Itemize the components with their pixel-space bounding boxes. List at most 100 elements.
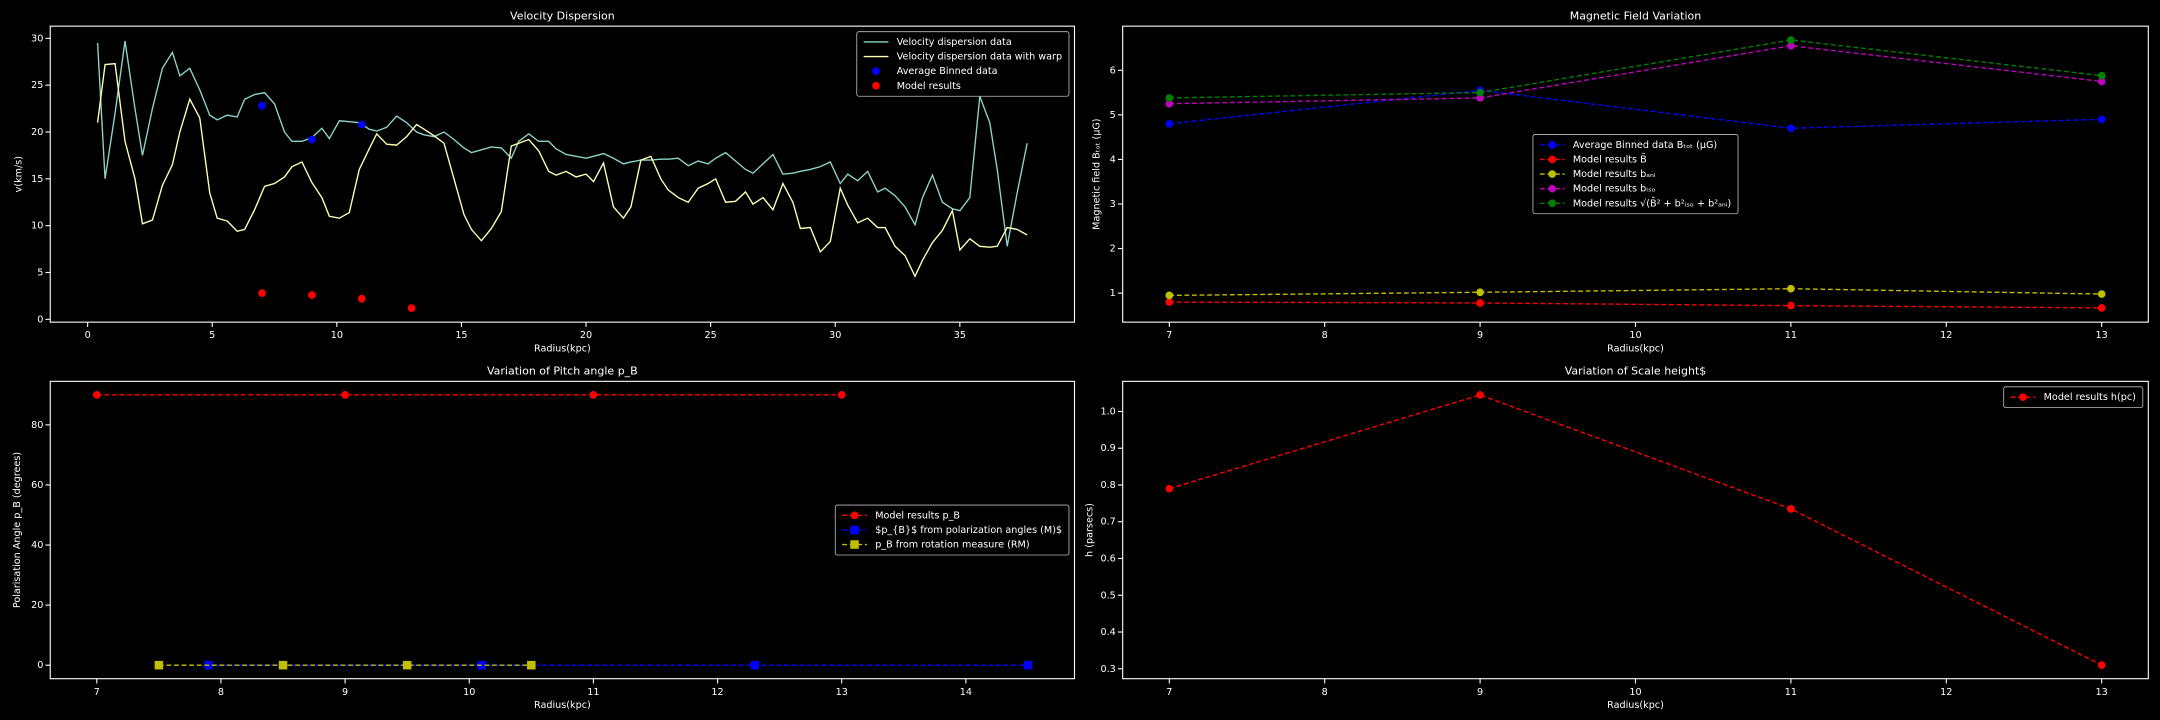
data-point (92, 391, 101, 399)
x-tick-label: 11 (1785, 330, 1797, 341)
y-tick-label: 40 (31, 540, 43, 551)
x-tick-label: 7 (1166, 330, 1172, 341)
y-tick-label: 5 (37, 267, 43, 278)
y-tick-label: 0.8 (1100, 480, 1115, 491)
legend-label: $p_{B}$ from polarization angles (M)$ (875, 525, 1062, 536)
legend-label: Model results bᵢₛₒ (1573, 184, 1656, 195)
legend-marker (872, 67, 880, 76)
y-tick-label: 3 (1110, 199, 1116, 210)
data-point (2097, 290, 2106, 298)
legend-marker (850, 511, 859, 520)
x-tick-label: 12 (1940, 330, 1952, 341)
y-tick-label: 15 (31, 174, 43, 185)
y-tick-label: 0.6 (1100, 554, 1115, 565)
y-axis-label: Polarisation Angle p_B (degrees) (12, 452, 23, 608)
x-tick-label: 5 (209, 330, 215, 341)
legend-label: Average Binned data (897, 66, 998, 77)
x-tick-label: 25 (705, 330, 717, 341)
legend-marker (1548, 155, 1557, 164)
legend-marker (1548, 170, 1557, 178)
legend-marker (2019, 393, 2027, 402)
series-line (96, 62, 1028, 278)
y-tick-label: 0.4 (1100, 627, 1115, 638)
chart-title: Velocity Dispersion (510, 10, 615, 23)
y-tick-label: 0 (37, 660, 43, 671)
legend: Average Binned data Bₜₒₜ (μG) Model resul… (1532, 134, 1739, 215)
y-tick-label: 10 (31, 221, 43, 232)
y-tick-label: 0 (37, 314, 43, 325)
data-point (2097, 71, 2106, 80)
y-axis-label: h (parsecs) (1085, 503, 1096, 557)
data-point (2097, 661, 2106, 669)
legend-marker (850, 540, 859, 549)
data-point (837, 391, 846, 399)
data-point (278, 660, 288, 670)
data-point (1787, 36, 1795, 44)
x-tick-label: 9 (1477, 687, 1483, 698)
data-point (357, 294, 366, 303)
y-tick-label: 20 (31, 600, 43, 611)
x-tick-label: 11 (1785, 687, 1797, 698)
legend-frame (1532, 134, 1739, 215)
x-axis-label: Radius(kpc) (1607, 700, 1664, 711)
x-tick-label: 9 (1477, 330, 1483, 341)
x-tick-label: 12 (1940, 687, 1952, 698)
legend-marker (1548, 199, 1557, 208)
x-tick-label: 11 (587, 687, 599, 698)
x-axis-label: Radius(kpc) (534, 700, 591, 711)
y-tick-label: 25 (31, 80, 43, 91)
legend-marker (1548, 141, 1557, 149)
x-tick-label: 8 (1322, 330, 1328, 341)
subplot: Variation of Pitch angle p_B 7 8 9 10 11 12 13 1… (12, 365, 1076, 711)
x-tick-label: 10 (1629, 687, 1641, 698)
legend-label: Model results √(B̄² + b²ᵢₛₒ + b²ₐₙᵢ) (1573, 197, 1731, 210)
y-tick-label: 6 (1110, 65, 1116, 76)
data-point (1787, 284, 1795, 293)
series-line (1169, 39, 2102, 99)
legend-frame (2003, 386, 2144, 409)
y-tick-label: 0.5 (1100, 590, 1115, 601)
data-point (750, 660, 760, 670)
data-point (589, 391, 598, 399)
legend-label: p_B from rotation measure (RM) (875, 540, 1029, 551)
x-tick-label: 13 (2096, 330, 2108, 341)
legend-label: Model results bₐₙᵢ (1573, 169, 1656, 180)
chart-title: Variation of Pitch angle p_B (487, 365, 638, 378)
y-tick-label: 2 (1110, 244, 1116, 255)
axes-frame (49, 25, 1076, 323)
data-point (308, 291, 316, 299)
legend: Model results h(pc) (2003, 386, 2144, 409)
data-point (1787, 505, 1795, 513)
legend-label: Average Binned data Bₜₒₜ (μG) (1573, 140, 1717, 151)
x-tick-label: 13 (836, 687, 848, 698)
x-tick-label: 7 (1166, 687, 1172, 698)
y-tick-label: 0.3 (1100, 664, 1115, 675)
legend-label: Model results B̄ (1573, 153, 1647, 166)
legend-label: Model results h(pc) (2044, 392, 2136, 403)
data-point (527, 660, 536, 670)
y-tick-label: 0.7 (1100, 517, 1115, 528)
y-tick-label: 30 (31, 33, 43, 44)
legend-label: Velocity dispersion data (897, 37, 1012, 48)
data-point (1165, 119, 1174, 128)
x-tick-label: 10 (331, 330, 343, 341)
chart-title: Magnetic Field Variation (1570, 10, 1702, 23)
x-tick-label: 10 (463, 687, 475, 698)
legend-label: Velocity dispersion data with warp (897, 52, 1062, 63)
legend-marker (850, 525, 859, 535)
series-line (1169, 288, 2102, 297)
y-tick-label: 20 (31, 127, 43, 138)
y-axis-label: Magnetic field Bₜₒₜ (μG) (1092, 118, 1103, 229)
axes-frame (1122, 25, 2149, 323)
x-tick-label: 0 (85, 330, 91, 341)
y-tick-label: 80 (31, 420, 43, 431)
legend-label: Model results (897, 81, 961, 92)
data-point (1476, 88, 1484, 97)
data-point (258, 101, 266, 110)
data-point (1476, 299, 1484, 307)
data-point (1476, 288, 1484, 297)
x-tick-label: 35 (954, 330, 966, 341)
